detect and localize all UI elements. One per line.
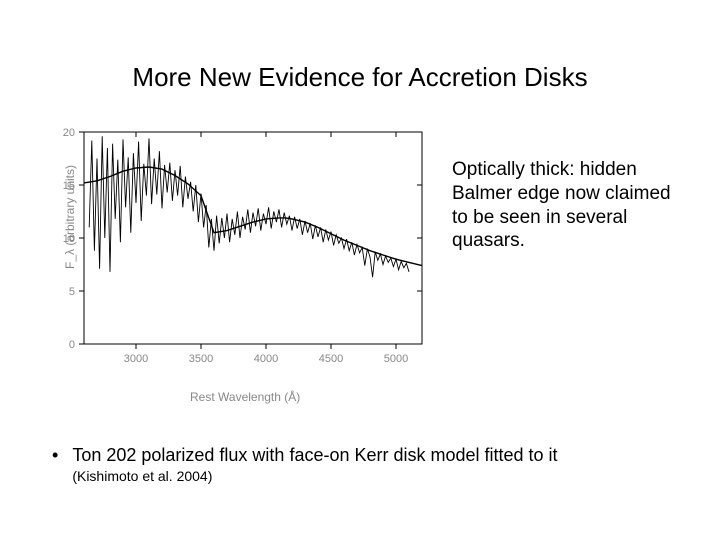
spectrum-chart: 3000350040004500500005101520	[40, 122, 430, 382]
bullet-marker: •	[52, 444, 58, 485]
svg-text:5: 5	[69, 286, 75, 298]
svg-text:0: 0	[69, 339, 75, 351]
bullet-text: Ton 202 polarized flux with face-on Kerr…	[72, 444, 557, 467]
annotation-text: Optically thick: hidden Balmer edge now …	[452, 158, 672, 253]
page-title: More New Evidence for Accretion Disks	[0, 62, 720, 93]
svg-text:3500: 3500	[189, 353, 213, 365]
bullet-reference: (Kishimoto et al. 2004)	[72, 467, 557, 485]
svg-text:4000: 4000	[254, 353, 278, 365]
svg-text:4500: 4500	[319, 353, 343, 365]
bullet-item: • Ton 202 polarized flux with face-on Ke…	[52, 444, 672, 485]
svg-text:3000: 3000	[124, 353, 148, 365]
svg-text:20: 20	[63, 127, 75, 139]
y-axis-label: F_λ (arbitrary units)	[63, 165, 77, 269]
svg-text:5000: 5000	[384, 353, 408, 365]
x-axis-label: Rest Wavelength (Å)	[190, 390, 300, 404]
